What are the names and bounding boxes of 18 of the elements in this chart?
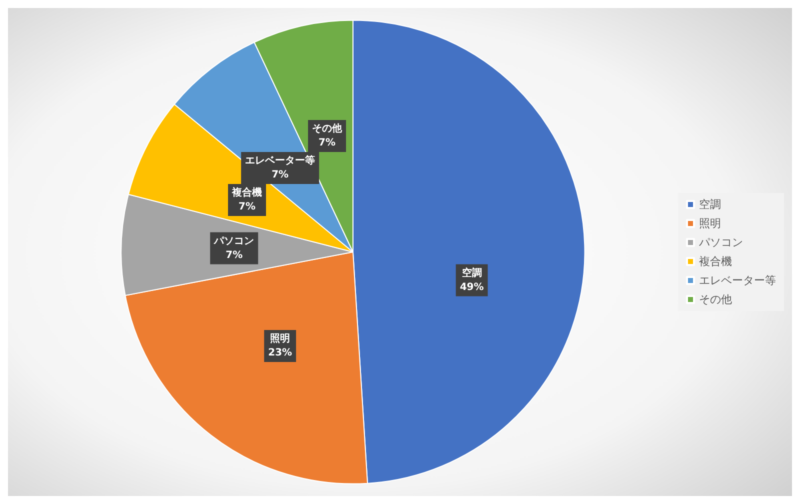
slice-label: 複合機 (231, 186, 262, 198)
data-label: 7% (318, 137, 336, 148)
legend-label: パソコン (698, 236, 743, 249)
legend-label: 照明 (699, 217, 721, 230)
slice-label: 空調 (462, 266, 482, 279)
data-label: 49% (460, 282, 484, 293)
slice-label: その他 (312, 122, 344, 134)
slice-label: パソコン (213, 236, 254, 247)
data-label: 7% (238, 201, 256, 212)
data-label: 7% (226, 250, 243, 261)
data-label: 7% (272, 169, 289, 180)
legend-label: 複合機 (699, 255, 732, 268)
legend-label: エレベーター等 (699, 274, 776, 287)
slice-label: エレベーター等 (245, 154, 316, 166)
legend-label: 空調 (699, 198, 721, 211)
legend-label: その他 (699, 293, 732, 306)
data-label: 23% (268, 347, 292, 358)
slice-label: 照明 (270, 332, 290, 344)
